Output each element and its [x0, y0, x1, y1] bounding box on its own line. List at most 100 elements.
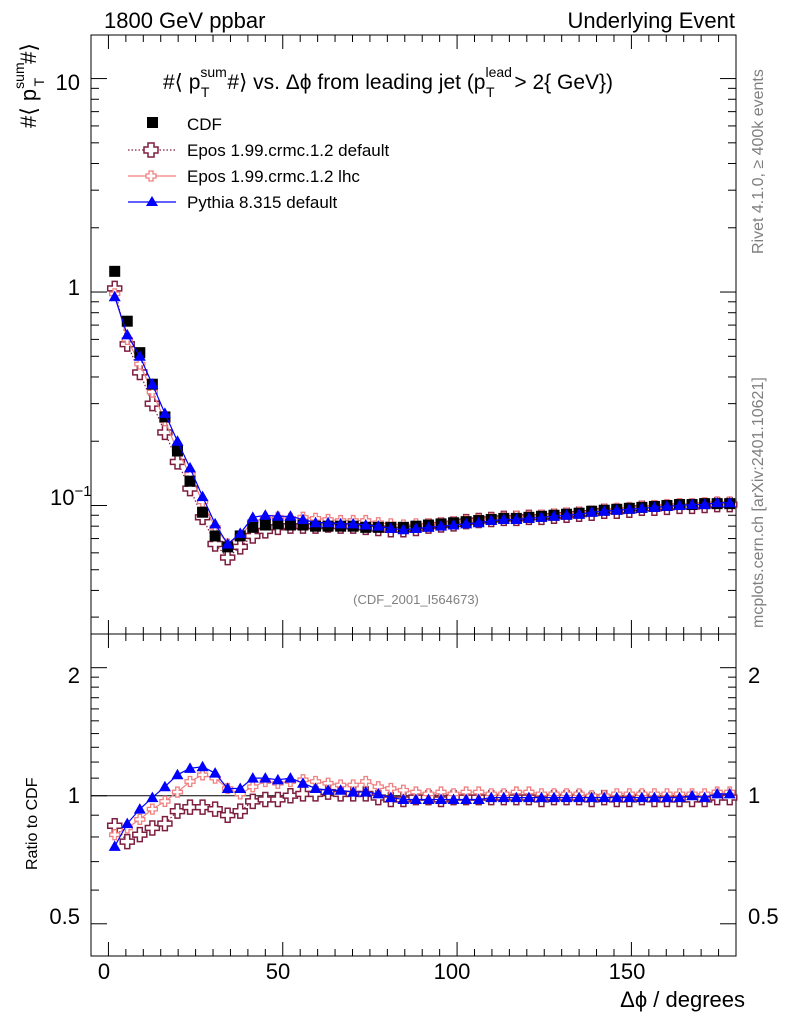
data-point-pythia	[184, 762, 197, 773]
data-point-epos-default	[245, 793, 261, 810]
main-chart-title: #⟨ psum T #⟩ vs. Δϕ from leading jet (plea…	[163, 64, 613, 100]
data-point-pythia	[698, 498, 711, 510]
data-point-epos-default	[219, 807, 236, 823]
data-point-epos-lhc	[196, 769, 209, 781]
data-point-pythia	[133, 803, 146, 814]
data-point-pythia	[598, 791, 611, 803]
x-tick-label-0: 0	[98, 959, 110, 984]
data-point-epos-default	[144, 395, 161, 412]
data-point-pythia	[309, 516, 322, 528]
data-point-pythia	[384, 791, 397, 803]
data-point-epos-default	[257, 791, 274, 808]
data-point-epos-default	[144, 820, 161, 836]
data-point-pythia	[610, 504, 623, 515]
data-point-pythia	[209, 517, 222, 529]
data-point-pythia	[234, 782, 247, 793]
data-point-pythia	[610, 791, 623, 803]
data-point-epos-default	[157, 815, 173, 832]
data-point-pythia	[472, 793, 485, 804]
data-point-pythia	[347, 517, 360, 529]
data-point-pythia	[158, 780, 171, 792]
data-point-pythia	[660, 791, 673, 803]
data-point-pythia	[723, 787, 736, 799]
data-point-pythia	[284, 772, 297, 783]
data-point-epos-default	[194, 799, 211, 815]
data-point-pythia	[397, 793, 410, 804]
data-point-epos-default	[207, 536, 223, 552]
data-point-pythia	[497, 791, 510, 803]
data-point-pythia	[146, 378, 159, 389]
legend-label-pythia: Pythia 8.315 default	[187, 193, 338, 212]
data-point-pythia	[673, 499, 686, 510]
ratio-axis-ticks	[90, 634, 737, 956]
data-point-pythia	[271, 510, 284, 521]
data-point-pythia	[497, 513, 510, 524]
data-point-pythia	[234, 527, 247, 538]
data-point-pythia	[648, 791, 661, 803]
data-point-cdf	[184, 475, 196, 487]
ratio-y-tick-label-1-right: 1	[748, 783, 760, 808]
main-y-tick-label-10: 10	[56, 70, 80, 95]
data-point-pythia	[397, 523, 410, 535]
data-point-pythia	[535, 791, 548, 803]
data-point-epos-default	[207, 801, 223, 817]
data-point-pythia	[384, 522, 397, 534]
data-point-pythia	[598, 505, 611, 516]
data-point-pythia	[334, 784, 347, 795]
data-point-pythia	[585, 506, 598, 517]
data-point-pythia	[548, 791, 561, 803]
data-point-pythia	[435, 793, 448, 804]
data-point-epos-default	[232, 539, 248, 555]
data-point-pythia	[460, 793, 473, 804]
data-point-cdf	[197, 506, 209, 518]
data-point-pythia	[108, 840, 121, 851]
data-point-pythia	[522, 791, 535, 803]
ratio-y-tick-label-2: 2	[68, 663, 80, 688]
data-point-pythia	[623, 791, 636, 803]
data-point-epos-lhc	[134, 813, 146, 826]
data-point-epos-lhc	[109, 829, 121, 841]
data-point-pythia	[686, 498, 699, 510]
data-point-pythia	[309, 782, 322, 793]
data-point-pythia	[108, 290, 121, 302]
data-point-epos-lhc	[171, 786, 184, 798]
main-y-tick-label-1: 1	[68, 275, 80, 300]
data-point-pythia	[409, 793, 422, 804]
data-point-pythia	[246, 511, 259, 522]
ratio-y-tick-label-2-right: 2	[748, 663, 760, 688]
data-point-pythia	[347, 786, 360, 797]
data-point-pythia	[510, 513, 523, 524]
data-point-epos-default	[119, 833, 136, 850]
legend: CDF Epos 1.99.crmc.1.2 default Epos 1.99…	[128, 115, 390, 212]
ratio-y-tick-label-0.5: 0.5	[49, 904, 80, 929]
data-point-pythia	[573, 508, 586, 519]
data-point-pythia	[522, 512, 535, 523]
data-point-pythia	[460, 517, 473, 529]
data-point-pythia	[196, 490, 209, 502]
data-point-epos-lhc	[184, 775, 196, 788]
data-point-epos-lhc	[159, 795, 171, 808]
data-point-pythia	[711, 787, 724, 799]
data-point-pythia	[133, 350, 146, 361]
main-data-layer	[106, 265, 738, 566]
data-point-pythia	[196, 760, 209, 772]
data-point-epos-default	[232, 803, 248, 819]
data-point-pythia	[322, 784, 335, 795]
data-point-pythia	[485, 514, 498, 526]
data-point-pythia	[171, 768, 184, 780]
data-point-pythia	[359, 786, 372, 797]
data-point-pythia	[635, 502, 648, 513]
data-point-epos-default	[245, 528, 261, 544]
data-point-pythia	[472, 516, 485, 528]
x-tick-label-150: 150	[609, 959, 646, 984]
data-point-cdf	[247, 521, 259, 533]
data-point-pythia	[359, 519, 372, 530]
data-point-pythia	[121, 817, 134, 829]
data-point-pythia	[711, 496, 724, 508]
data-point-pythia	[146, 791, 159, 803]
data-point-pythia	[585, 791, 598, 803]
data-point-pythia	[422, 793, 435, 804]
data-point-epos-default	[219, 549, 236, 566]
